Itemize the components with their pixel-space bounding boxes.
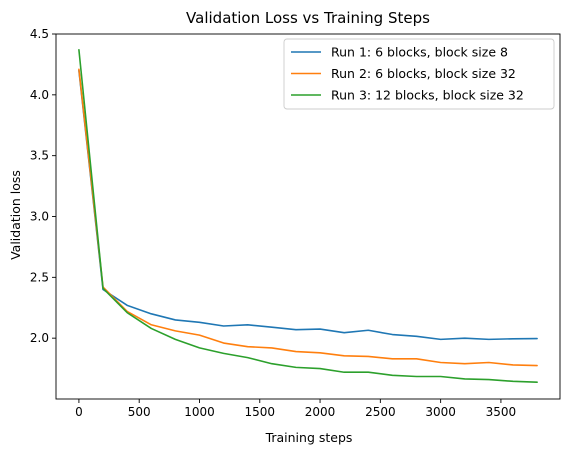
legend-label-3: Run 3: 12 blocks, block size 32 [331, 88, 524, 103]
plot-area: 0 500 1000 1500 2000 2500 3000 3500 2.0 2.5 3.0 3.5… [30, 27, 561, 419]
series-line-3 [78, 49, 538, 384]
x-tick-label: 0 [75, 405, 83, 419]
series-line-2 [78, 68, 538, 367]
y-tick-label: 2.0 [30, 331, 49, 345]
x-axis-title: Training steps [265, 430, 353, 445]
x-tick-label: 1000 [184, 405, 215, 419]
chart-title: Validation Loss vs Training Steps [186, 9, 430, 27]
series-line-1 [78, 69, 538, 341]
x-tick-label: 2000 [305, 405, 336, 419]
y-axis-title: Validation loss [8, 170, 23, 260]
legend-box [283, 38, 555, 110]
x-tick-label: 2500 [365, 405, 396, 419]
y-tick-label: 3.0 [30, 210, 49, 224]
y-tick-label: 4.0 [30, 88, 49, 102]
legend-label-1: Run 1: 6 blocks, block size 8 [331, 45, 508, 60]
x-tick-label: 1500 [244, 405, 275, 419]
y-tick-label: 4.5 [30, 27, 49, 41]
x-tick-label: 3500 [486, 405, 517, 419]
x-tick-label: 3000 [425, 405, 456, 419]
y-tick-label: 3.5 [30, 149, 49, 163]
y-tick-label: 2.5 [30, 270, 49, 284]
legend-label-2: Run 2: 6 blocks, block size 32 [331, 66, 516, 81]
x-tick-label: 500 [128, 405, 151, 419]
